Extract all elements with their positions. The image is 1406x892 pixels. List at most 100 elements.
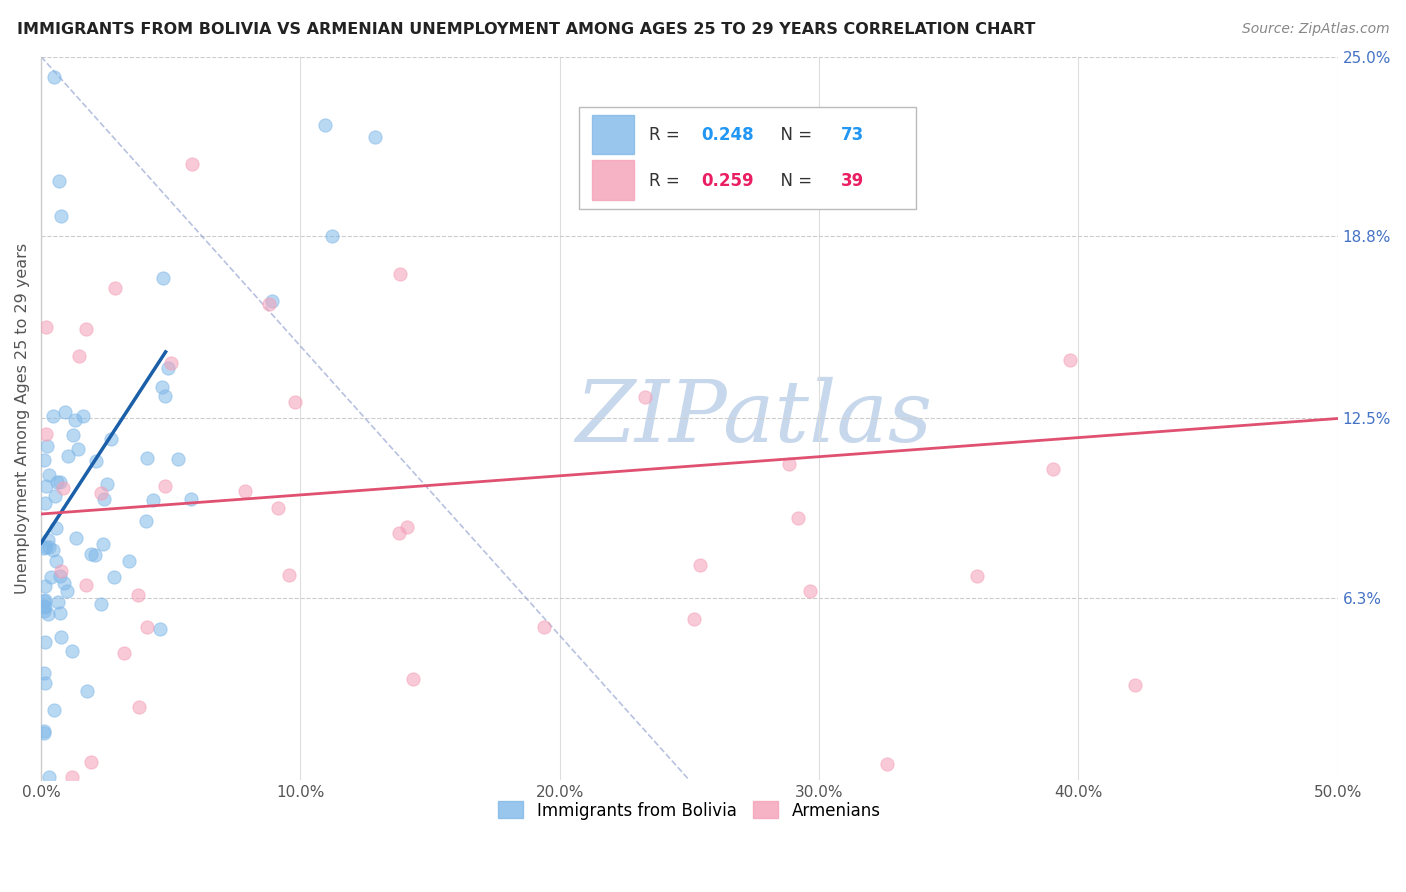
Point xyxy=(58,450,80,464)
Point xyxy=(51,564,73,578)
Text: ZIPatlas: ZIPatlas xyxy=(575,377,932,460)
Point xyxy=(533,620,555,634)
Point xyxy=(34,676,56,690)
Point xyxy=(136,450,159,465)
Point xyxy=(35,320,58,334)
Point xyxy=(153,478,176,492)
Point xyxy=(76,684,98,698)
Point xyxy=(34,578,56,592)
Point xyxy=(32,726,55,740)
Point xyxy=(402,673,425,687)
Text: 73: 73 xyxy=(841,126,865,144)
Point xyxy=(166,451,188,466)
Point xyxy=(67,442,90,457)
Point xyxy=(91,537,114,551)
Point xyxy=(34,427,56,442)
Point xyxy=(34,592,56,607)
Point xyxy=(127,588,149,602)
Point xyxy=(267,501,290,516)
Text: N =: N = xyxy=(770,126,817,144)
Point xyxy=(35,540,58,554)
Text: 0.248: 0.248 xyxy=(702,126,754,144)
Point xyxy=(80,756,103,770)
Point xyxy=(32,541,55,556)
Point xyxy=(55,583,77,598)
Point xyxy=(118,554,141,568)
Point xyxy=(778,457,800,471)
Point xyxy=(72,409,94,424)
Point xyxy=(277,568,299,582)
Point xyxy=(34,635,56,649)
Point xyxy=(159,355,181,369)
Point xyxy=(153,389,176,403)
Text: R =: R = xyxy=(650,126,685,144)
Point xyxy=(149,622,172,636)
Point xyxy=(39,570,62,584)
Point xyxy=(45,554,67,568)
Y-axis label: Unemployment Among Ages 25 to 29 years: Unemployment Among Ages 25 to 29 years xyxy=(15,243,30,594)
Point xyxy=(67,349,90,363)
Point xyxy=(65,413,87,427)
Point xyxy=(52,575,75,590)
Point xyxy=(180,491,202,506)
FancyBboxPatch shape xyxy=(579,107,917,209)
Point xyxy=(314,119,336,133)
Point xyxy=(100,432,122,446)
Point xyxy=(60,644,83,658)
Point xyxy=(48,606,70,620)
Point xyxy=(75,322,97,336)
Point xyxy=(42,542,65,557)
Point xyxy=(364,129,387,144)
Point xyxy=(46,594,69,608)
Point xyxy=(689,558,711,572)
Point xyxy=(260,294,283,309)
Point xyxy=(37,607,59,622)
Point xyxy=(966,568,988,582)
Point xyxy=(32,453,55,467)
Point xyxy=(44,489,66,503)
Text: 0.259: 0.259 xyxy=(702,172,754,190)
Point xyxy=(53,405,76,419)
Point xyxy=(62,428,84,442)
Point xyxy=(32,604,55,618)
Point xyxy=(152,271,174,285)
Point xyxy=(1059,353,1081,368)
Point xyxy=(84,548,107,562)
Point xyxy=(84,454,107,468)
Point xyxy=(42,409,65,424)
Point xyxy=(49,631,72,645)
Point xyxy=(48,174,70,188)
Bar xyxy=(592,114,634,154)
Point xyxy=(34,496,56,510)
Point xyxy=(34,600,56,615)
Point xyxy=(49,569,72,583)
Point xyxy=(135,514,157,528)
Point xyxy=(37,533,59,547)
Point xyxy=(388,526,411,541)
Point xyxy=(52,481,75,495)
Point xyxy=(96,477,118,491)
Point xyxy=(49,475,72,489)
Point xyxy=(284,395,307,409)
Point xyxy=(150,380,173,394)
Point xyxy=(787,510,810,524)
Point xyxy=(683,612,706,626)
Point xyxy=(156,361,179,376)
Point xyxy=(142,493,165,508)
Point xyxy=(32,599,55,613)
Point xyxy=(388,267,411,281)
Point xyxy=(104,280,127,294)
Point xyxy=(135,620,157,634)
Point xyxy=(37,439,59,453)
Point xyxy=(80,547,103,561)
Point xyxy=(45,475,67,490)
Text: R =: R = xyxy=(650,172,685,190)
Point xyxy=(799,584,821,599)
Bar xyxy=(592,161,634,200)
Point xyxy=(42,703,65,717)
Point xyxy=(49,209,72,223)
Point xyxy=(38,771,60,785)
Point xyxy=(65,532,87,546)
Point xyxy=(35,479,58,493)
Point xyxy=(235,483,257,498)
